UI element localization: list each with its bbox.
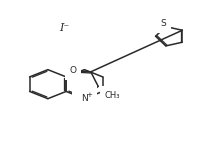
Text: CH₃: CH₃	[104, 91, 120, 100]
Text: S: S	[161, 19, 166, 28]
Text: +: +	[86, 92, 92, 98]
Text: I⁻: I⁻	[60, 22, 70, 33]
Text: N: N	[81, 94, 88, 103]
Text: O: O	[70, 66, 77, 75]
